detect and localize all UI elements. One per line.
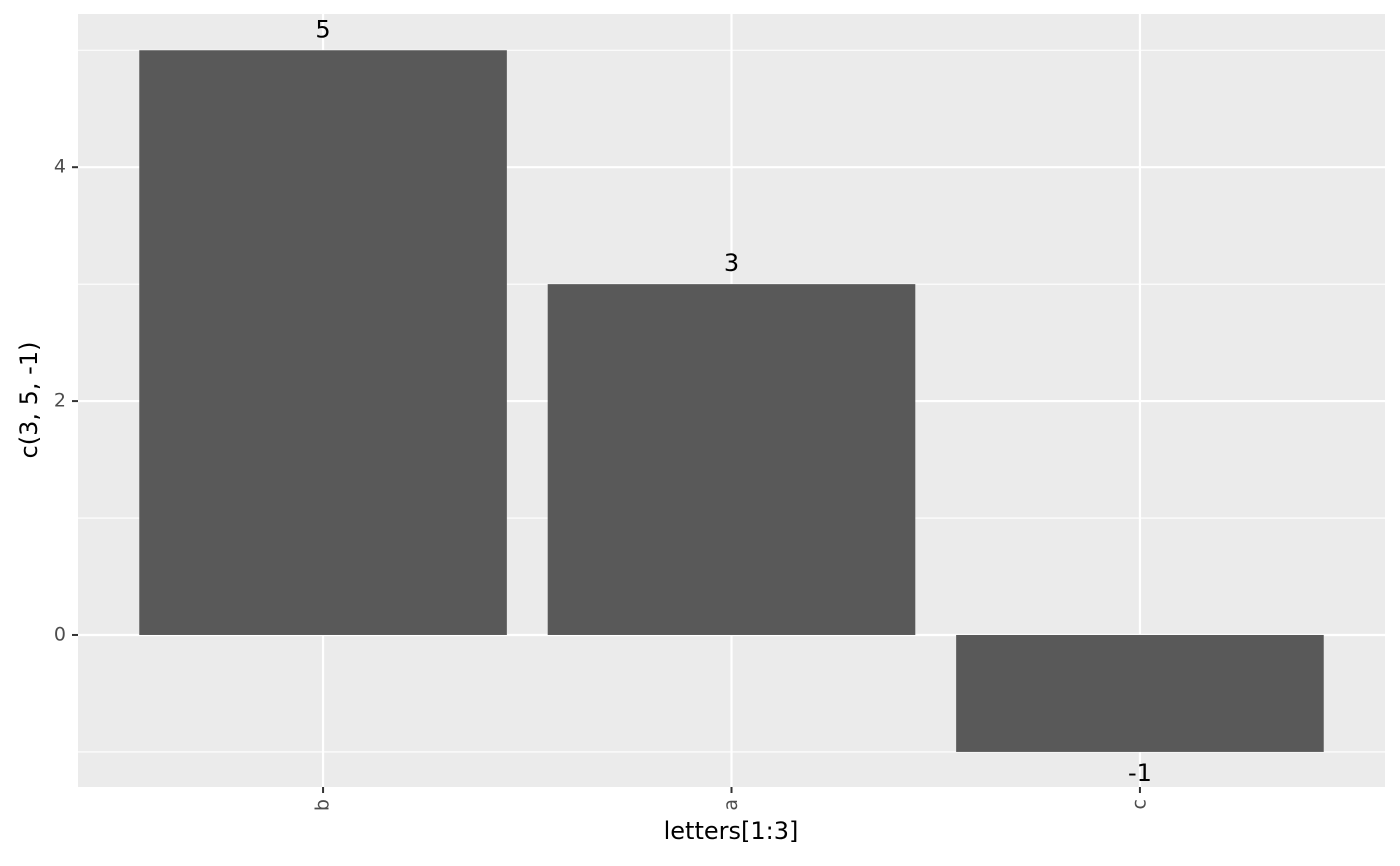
y-axis-title: c(3, 5, -1) [15, 342, 43, 459]
y-tick-label: 2 [54, 390, 66, 412]
data-label: -1 [1128, 759, 1152, 787]
x-axis-title: letters[1:3] [664, 817, 799, 845]
bar [547, 284, 916, 635]
x-tick-label: a [720, 799, 742, 811]
bar [139, 50, 507, 635]
y-tick-label: 4 [54, 156, 66, 178]
x-tick-label: b [312, 799, 334, 811]
x-tick-label: c [1128, 799, 1150, 809]
y-tick-label: 0 [54, 623, 66, 645]
bar [956, 634, 1324, 752]
data-label: 5 [315, 15, 330, 43]
marks: 5 3 -1 [139, 15, 1324, 787]
data-label: 3 [724, 249, 739, 277]
